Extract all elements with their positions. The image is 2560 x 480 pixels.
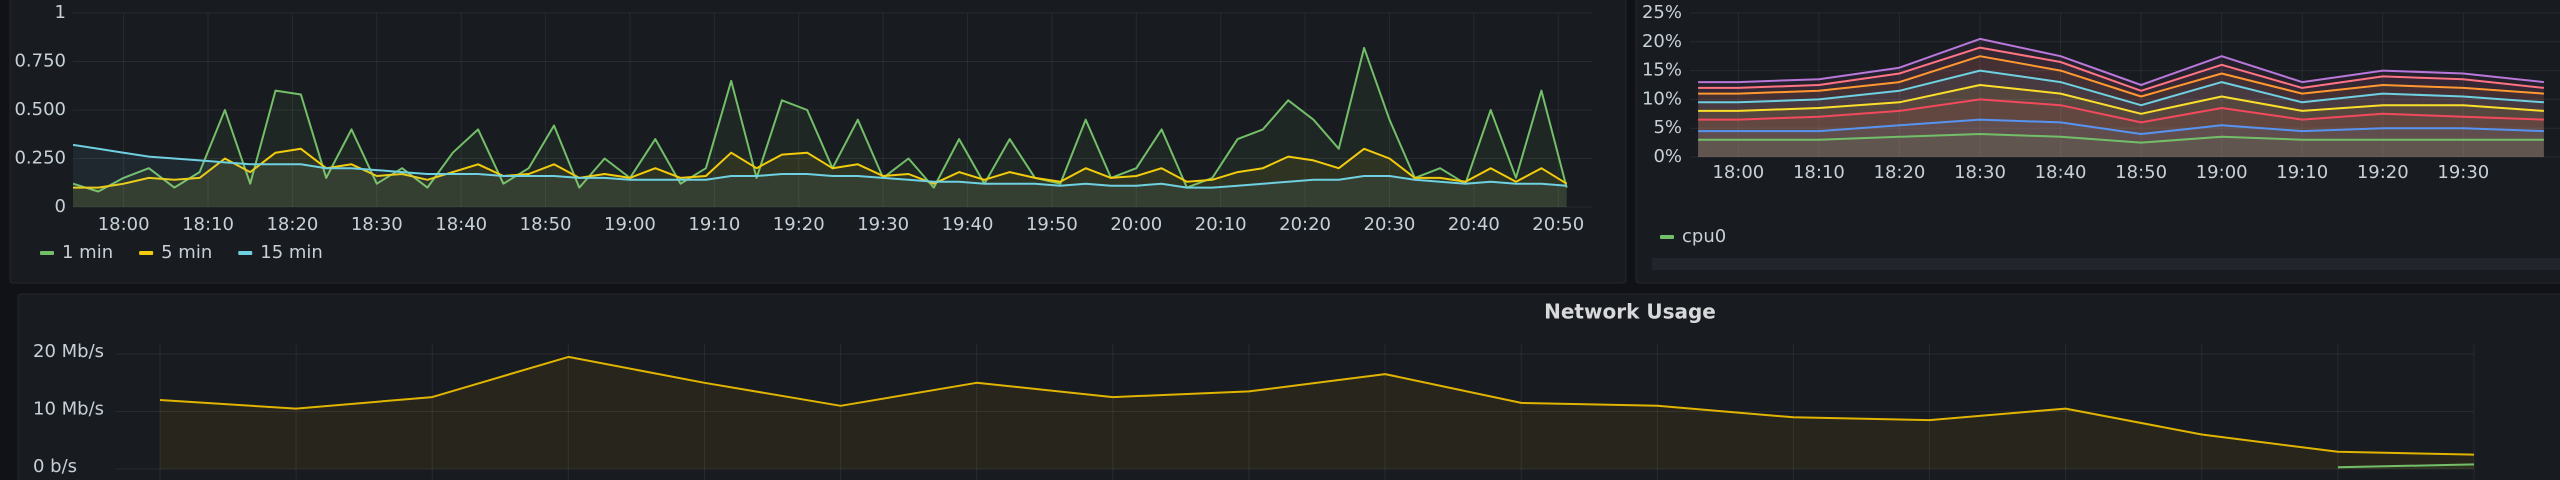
- legend-label: 5 min: [161, 242, 212, 263]
- x-tick-label: 18:10: [1793, 162, 1845, 183]
- series-line: [2337, 463, 2474, 469]
- plot: [159, 355, 2474, 469]
- y-tick-label: 20%: [1642, 31, 1682, 52]
- x-tick-label: 20:50: [1532, 214, 1584, 235]
- legend-swatch: [40, 251, 54, 255]
- x-tick-label: 19:10: [688, 214, 740, 235]
- x-tick-label: 19:40: [942, 214, 994, 235]
- y-tick-label: 10%: [1642, 88, 1682, 109]
- legend-label: cpu0: [1682, 226, 1726, 247]
- series-area: [73, 47, 1567, 208]
- x-tick-label: 18:40: [435, 214, 487, 235]
- y-tick-label: 0.250: [14, 148, 66, 169]
- series-line: [73, 143, 1567, 189]
- x-tick-label: 18:00: [1712, 162, 1764, 183]
- x-tick-label: 18:20: [1874, 162, 1926, 183]
- series-line: [73, 147, 1568, 189]
- series-line: [1698, 133, 2544, 144]
- y-tick-label: 0: [55, 196, 66, 217]
- series-line: [1698, 69, 2544, 107]
- y-tick-label: 0%: [1653, 146, 1682, 167]
- series-line: [159, 355, 2474, 456]
- y-tick-label: 1: [55, 2, 66, 23]
- x-tick-label: 20:00: [1110, 214, 1162, 235]
- y-tick-label: 20 Mb/s: [33, 341, 104, 362]
- y-tick-label: 15%: [1642, 60, 1682, 81]
- x-tick-label: 18:10: [182, 214, 234, 235]
- x-tick-label: 19:20: [773, 214, 825, 235]
- x-tick-label: 18:00: [98, 214, 150, 235]
- y-tick-label: 0 b/s: [33, 456, 77, 477]
- panel-title: Network Usage: [1544, 300, 1716, 324]
- x-tick-label: 19:50: [1026, 214, 1078, 235]
- legend-swatch: [238, 251, 253, 255]
- x-tick-label: 20:30: [1364, 214, 1416, 235]
- x-tick-label: 18:20: [266, 214, 318, 235]
- plot: [1698, 37, 2545, 158]
- legend-label: 1 min: [62, 242, 113, 263]
- y-tick-label: 10 Mb/s: [33, 399, 104, 420]
- series-area: [1698, 119, 2544, 157]
- series-line: [1698, 98, 2544, 124]
- x-tick-label: 18:50: [520, 214, 572, 235]
- x-tick-label: 19:00: [2196, 162, 2248, 183]
- series-line: [1698, 84, 2544, 115]
- x-tick-label: 18:50: [2115, 162, 2167, 183]
- series-area: [1698, 99, 2544, 157]
- x-tick-label: 20:20: [1279, 214, 1331, 235]
- x-tick-label: 19:30: [857, 214, 909, 235]
- series-area: [1698, 56, 2544, 158]
- y-tick-label: 25%: [1642, 2, 1682, 23]
- x-tick-label: 19:30: [2437, 162, 2489, 183]
- series-area: [1698, 70, 2544, 157]
- y-tick-label: 0.750: [14, 51, 66, 72]
- legend-swatch: [139, 251, 154, 255]
- x-tick-label: 20:40: [1448, 214, 1500, 235]
- series-line: [1698, 37, 2545, 86]
- y-tick-label: 0.500: [14, 99, 66, 120]
- x-tick-label: 18:30: [351, 214, 403, 235]
- legend-swatch: [1660, 235, 1674, 239]
- series-line: [1698, 55, 2544, 98]
- series-line: [1698, 118, 2544, 135]
- x-tick-label: 19:00: [604, 214, 656, 235]
- plot: [73, 46, 1568, 208]
- series-area: [73, 148, 1567, 207]
- legend-table: [1652, 258, 2560, 270]
- legend-label: 15 min: [260, 242, 323, 263]
- x-tick-label: 18:30: [1954, 162, 2006, 183]
- panel: [1635, 0, 2560, 284]
- x-tick-label: 19:10: [2276, 162, 2328, 183]
- series-line: [1698, 46, 2545, 92]
- x-tick-label: 20:10: [1195, 214, 1247, 235]
- panel: [9, 0, 1627, 284]
- series-area: [1698, 38, 2544, 157]
- y-tick-label: 5%: [1653, 117, 1682, 138]
- x-tick-label: 19:20: [2357, 162, 2409, 183]
- x-tick-label: 18:40: [2035, 162, 2087, 183]
- series-area: [160, 356, 2474, 469]
